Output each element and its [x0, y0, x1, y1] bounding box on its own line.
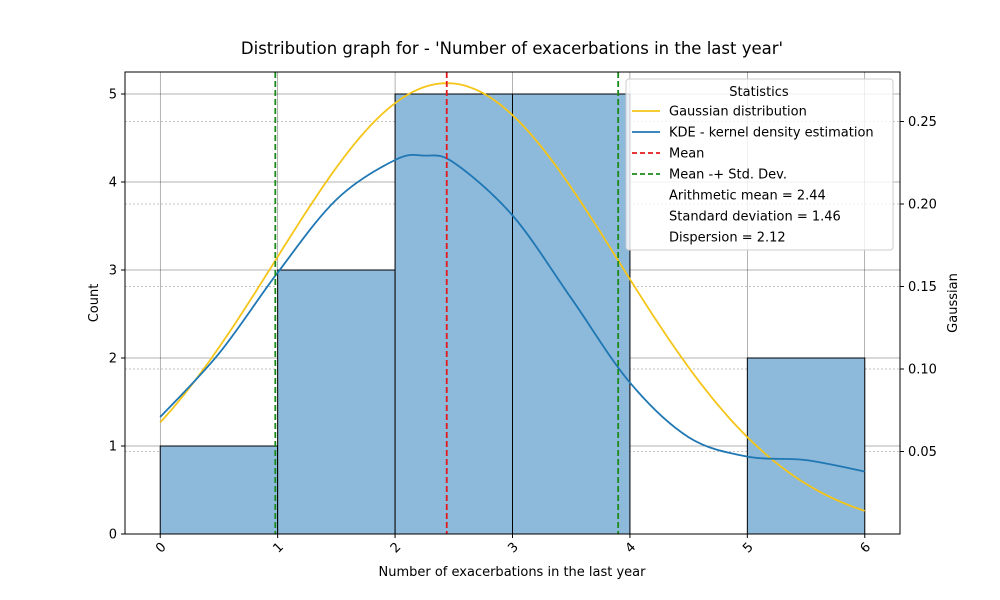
legend-entry: Mean — [669, 147, 704, 162]
x-tick-label: 2 — [388, 540, 404, 556]
kde-curve — [159, 153, 865, 473]
gaussian-curve — [159, 82, 866, 512]
histogram-bar — [394, 93, 513, 535]
y-tick-label: 5 — [109, 88, 117, 103]
x-axis-ticks: 0 1 2 3 4 5 6 — [153, 534, 874, 556]
y2-axis-ticks: 0.05 0.10 0.15 0.20 0.25 — [900, 115, 937, 460]
y2-tick-label: 0.15 — [908, 280, 937, 295]
y2-tick-label: 0.10 — [908, 363, 937, 378]
legend-title: Statistics — [729, 85, 789, 100]
y2-tick-label: 0.05 — [908, 445, 937, 460]
y-axis-ticks: 0 1 2 3 4 5 — [109, 88, 125, 543]
y2-tick-label: 0.25 — [908, 115, 937, 130]
legend-items: Gaussian distribution KDE - kernel densit… — [632, 105, 874, 246]
histogram-bar — [746, 357, 866, 535]
y-tick-label: 1 — [109, 440, 117, 455]
x-tick-label: 5 — [740, 540, 756, 556]
x-tick-label: 3 — [505, 540, 521, 556]
histogram-bar — [159, 445, 279, 535]
y-tick-label: 0 — [109, 528, 117, 543]
y-axis-label: Count — [87, 284, 102, 323]
y2-tick-label: 0.20 — [908, 198, 937, 213]
y-tick-label: 2 — [109, 352, 117, 367]
y-tick-label: 3 — [109, 264, 117, 279]
chart-title: Distribution graph for - 'Number of exac… — [241, 39, 783, 58]
legend-box — [625, 78, 894, 251]
legend-entry: Arithmetic mean = 2.44 — [669, 189, 826, 204]
legend: Statistics Gaussian distribution KDE - ke… — [625, 78, 894, 251]
x-tick-label: 0 — [153, 540, 169, 556]
curves — [159, 82, 866, 512]
x-tick-label: 4 — [623, 540, 639, 556]
x-axis-label: Number of exacerbations in the last year — [379, 565, 647, 580]
legend-entry: KDE - kernel density estimation — [669, 126, 874, 141]
legend-entry: Dispersion = 2.12 — [669, 231, 786, 246]
y2-axis-label: Gaussian — [946, 273, 961, 333]
histogram-bar — [512, 93, 631, 535]
x-tick-label: 1 — [270, 540, 286, 556]
histogram-bar — [277, 269, 396, 535]
vertical-lines — [274, 72, 620, 534]
x-tick-label: 6 — [858, 540, 874, 556]
legend-entry: Gaussian distribution — [669, 105, 807, 120]
legend-entry: Mean -+ Std. Dev. — [669, 168, 787, 183]
y-tick-label: 4 — [109, 176, 117, 191]
legend-entry: Standard deviation = 1.46 — [669, 210, 841, 225]
histogram-bars — [159, 93, 866, 535]
